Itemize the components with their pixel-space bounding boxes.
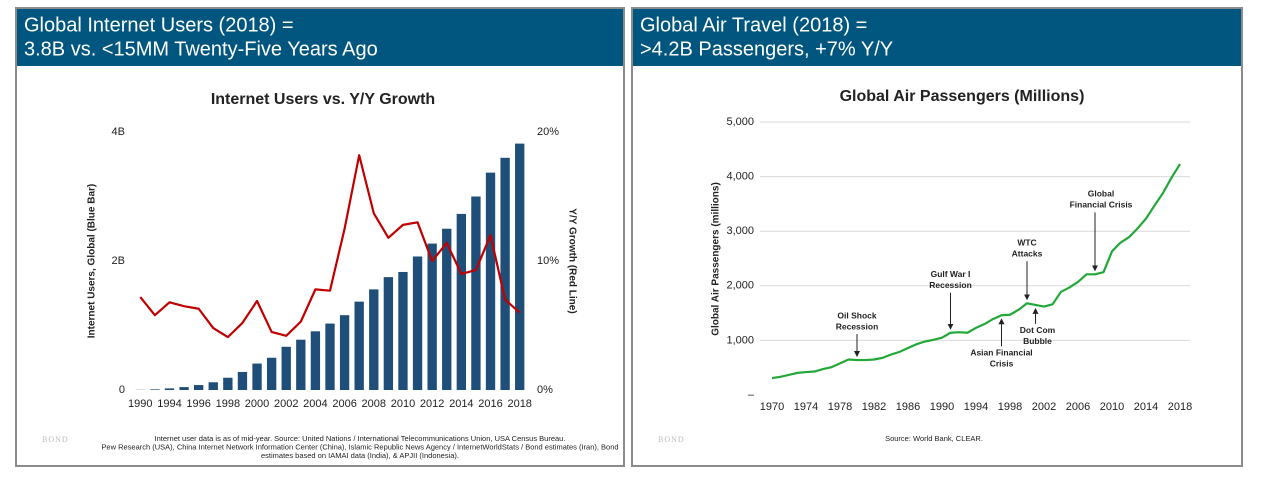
y-tick-label: 1,000	[726, 334, 754, 346]
x-tick-label: 1990	[128, 398, 152, 410]
x-tick-label: 2014	[449, 398, 473, 410]
x-tick-label: 2012	[420, 398, 444, 410]
annotation: Bubble	[1023, 336, 1052, 346]
bar	[296, 339, 306, 390]
y-tick-label: 0	[119, 384, 125, 396]
y2-tick-label: 20%	[537, 126, 559, 138]
y-axis-title: Internet Users, Global (Blue Bar)	[87, 184, 98, 338]
bar	[398, 271, 408, 390]
bar	[193, 385, 204, 390]
y-tick-label: 3,000	[726, 225, 754, 237]
growth-line	[139, 154, 521, 339]
bar	[208, 382, 218, 390]
footnote: estimates based on IAMAI data (India), &…	[261, 451, 459, 460]
annotation: Financial Crisis	[1070, 200, 1133, 210]
bar	[325, 323, 335, 390]
panel-heading: 3.8B vs. <15MM Twenty-Five Years Ago	[24, 38, 378, 60]
x-tick-label: 2000	[245, 398, 269, 410]
x-tick-label: 1978	[828, 401, 852, 413]
bar	[412, 256, 423, 390]
annotation: Oil Shock	[837, 310, 876, 320]
footnote: Source: World Bank, CLEAR.	[885, 434, 983, 443]
x-tick-label: 2008	[362, 398, 386, 410]
x-tick-label: 1982	[862, 401, 886, 413]
panel-header	[633, 9, 1241, 66]
annotation: WTC	[1017, 238, 1036, 248]
x-tick-label: 1986	[896, 401, 920, 413]
y-tick-label: 4,000	[726, 171, 754, 183]
passenger-line	[771, 163, 1181, 380]
x-tick-label: 1994	[157, 398, 181, 410]
y-axis-title: Global Air Passengers (millions)	[711, 182, 722, 336]
bar	[339, 315, 350, 390]
bar	[471, 196, 481, 390]
x-tick-label: 1970	[760, 401, 784, 413]
x-tick-label: 2006	[332, 398, 356, 410]
panel	[631, 7, 1243, 467]
y-tick-label: 2B	[112, 255, 125, 267]
x-tick-label: 2002	[274, 398, 298, 410]
x-tick-label: 2006	[1066, 401, 1090, 413]
x-tick-label: 2010	[1100, 401, 1124, 413]
panel-heading: >4.2B Passengers, +7% Y/Y	[640, 38, 893, 60]
y2-tick-label: 0%	[537, 384, 553, 396]
x-tick-label: 2018	[1168, 401, 1192, 413]
x-tick-label: 2004	[303, 398, 327, 410]
annotation: Asian Financial	[970, 348, 1032, 358]
panel-header	[17, 9, 623, 66]
logo: BOND	[42, 435, 69, 444]
chart-title: Global Air Passengers (Millions)	[840, 88, 1085, 105]
bar	[179, 387, 189, 390]
x-tick-label: 2016	[478, 398, 502, 410]
annotation: Global	[1088, 189, 1114, 199]
x-tick-label: 2010	[391, 398, 415, 410]
x-tick-label: 1994	[964, 401, 988, 413]
bar	[164, 388, 175, 390]
x-tick-label: 1998	[998, 401, 1022, 413]
bar	[252, 363, 262, 390]
annotation: Recession	[929, 280, 972, 290]
footnote: Internet user data is as of mid-year. So…	[155, 434, 566, 443]
bar	[485, 172, 496, 390]
bar	[223, 377, 233, 390]
annotation: Dot Com	[1020, 325, 1056, 335]
y2-axis-title: Y/Y Growth (Red Line)	[566, 208, 577, 313]
bar	[427, 243, 437, 390]
bar	[266, 357, 277, 390]
y-tick-label: 2,000	[726, 280, 754, 292]
bar	[354, 301, 364, 390]
bar	[369, 289, 379, 390]
bar	[456, 213, 467, 390]
bar	[442, 228, 452, 390]
x-tick-label: 2002	[1032, 401, 1056, 413]
bar	[515, 143, 525, 390]
panel-heading: Global Internet Users (2018) =	[24, 14, 294, 36]
x-tick-label: 2014	[1134, 401, 1158, 413]
logo: BOND	[658, 435, 685, 444]
x-tick-label: 1998	[216, 398, 240, 410]
y-tick-label: 4B	[112, 126, 125, 138]
bar	[500, 157, 510, 390]
y2-tick-label: 10%	[537, 255, 559, 267]
bar	[383, 277, 394, 390]
y-tick-label: –	[748, 389, 755, 401]
bar	[237, 371, 248, 390]
x-tick-label: 2018	[507, 398, 531, 410]
annotation: Recession	[836, 321, 879, 331]
x-tick-label: 1974	[794, 401, 818, 413]
annotation: Attacks	[1012, 249, 1043, 259]
bar	[150, 389, 160, 390]
annotation: Gulf War I	[931, 269, 971, 279]
footnote: Pew Research (USA), China Internet Netwo…	[101, 442, 618, 451]
x-tick-label: 1990	[930, 401, 954, 413]
panel-heading: Global Air Travel (2018) =	[640, 14, 867, 36]
bar	[310, 331, 321, 390]
y-tick-label: 5,000	[726, 116, 754, 128]
annotation: Crisis	[990, 359, 1014, 369]
chart-title: Internet Users vs. Y/Y Growth	[211, 91, 435, 108]
bar	[281, 346, 291, 390]
x-tick-label: 1996	[186, 398, 210, 410]
